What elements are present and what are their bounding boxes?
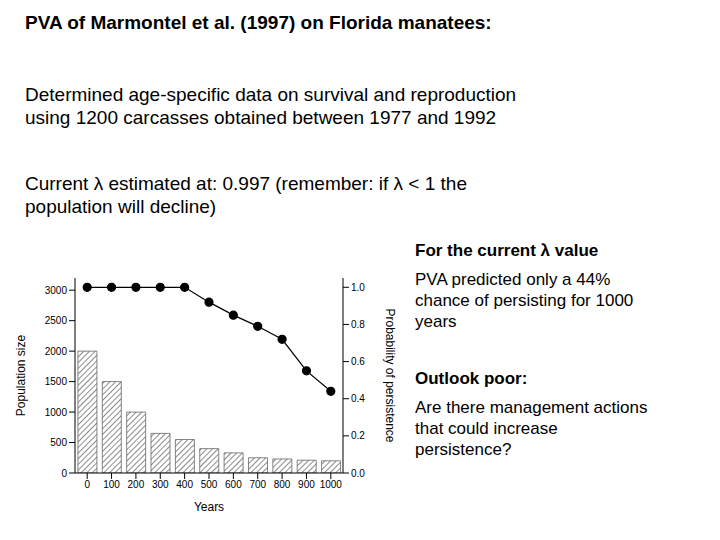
svg-text:0.2: 0.2	[351, 430, 365, 441]
svg-text:0.8: 0.8	[351, 319, 365, 330]
svg-text:1500: 1500	[45, 376, 68, 387]
html-text:Current λ estimated at: 0.997: Current λ estimated at: 0.997 (remember:…	[25, 173, 467, 194]
html-text:For the current λ value: For the current λ value	[415, 241, 599, 260]
html-text:PVA predicted only a 44%: PVA predicted only a 44%	[415, 270, 611, 289]
html-text:years: years	[415, 312, 457, 331]
svg-text:800: 800	[274, 479, 291, 490]
svg-text:Years: Years	[194, 500, 224, 514]
html-text:persistence?: persistence?	[415, 440, 512, 459]
svg-text:400: 400	[176, 479, 193, 490]
html-text:using 1200 carcasses obtained: using 1200 carcasses obtained between 19…	[25, 107, 497, 128]
svg-text:300: 300	[152, 479, 169, 490]
svg-text:2000: 2000	[45, 346, 68, 357]
svg-text:0: 0	[61, 468, 67, 479]
svg-text:3000: 3000	[45, 285, 68, 296]
svg-text:2500: 2500	[45, 315, 68, 326]
svg-text:1000: 1000	[45, 407, 68, 418]
svg-text:900: 900	[298, 479, 315, 490]
svg-text:1000: 1000	[320, 479, 343, 490]
svg-text:100: 100	[103, 479, 120, 490]
svg-text:200: 200	[128, 479, 145, 490]
svg-text:1.0: 1.0	[351, 282, 365, 293]
svg-text:600: 600	[225, 479, 242, 490]
html-text:that could increase: that could increase	[415, 419, 558, 438]
svg-text:0: 0	[84, 479, 90, 490]
html-text:chance of persisting for 1000: chance of persisting for 1000	[415, 291, 634, 310]
svg-text:700: 700	[249, 479, 266, 490]
svg-text:0.4: 0.4	[351, 393, 365, 404]
html-text:population will decline): population will decline)	[25, 196, 217, 217]
svg-text:0.6: 0.6	[351, 356, 365, 367]
svg-text:500: 500	[201, 479, 218, 490]
html-text:Determined age-specific data o: Determined age-specific data on survival…	[25, 84, 517, 105]
svg-text:Population size: Population size	[14, 334, 28, 416]
html-text:Outlook poor:: Outlook poor:	[415, 369, 528, 388]
svg-text:Probability of persistence: Probability of persistence	[383, 308, 397, 442]
html-text:PVA of Marmontel et al. (1997): PVA of Marmontel et al. (1997) on Florid…	[25, 12, 492, 33]
html-text:Are there management actions: Are there management actions	[415, 398, 648, 417]
svg-text:0.0: 0.0	[351, 468, 365, 479]
svg-text:500: 500	[50, 437, 67, 448]
